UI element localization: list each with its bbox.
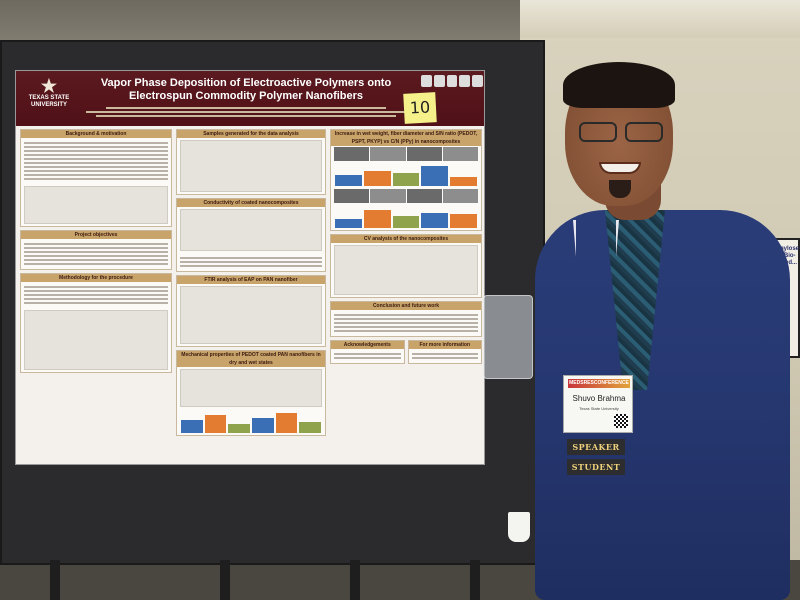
section-heading: Methodology for the procedure [21, 274, 171, 282]
poster-column-1: Background & motivation Project objectiv… [20, 129, 172, 376]
university-logo: ★ TEXAS STATE UNIVERSITY [24, 77, 74, 121]
section-methodology: Methodology for the procedure [20, 273, 172, 373]
section-mechanical: Mechanical properties of PEDOT coated PA… [176, 350, 326, 436]
poster-board-legs [30, 560, 510, 600]
section-objectives: Project objectives [20, 230, 172, 270]
research-poster: ★ TEXAS STATE UNIVERSITY Vapor Phase Dep… [15, 70, 485, 465]
name-badge: MEDSRESCONFERENCE Shuvo Brahma Texas Sta… [563, 375, 633, 487]
booth-number-note: 10 [403, 92, 437, 124]
university-logo-text: TEXAS STATE UNIVERSITY [28, 95, 70, 108]
paper-cup [508, 512, 530, 542]
section-conclusion: Conclusion and future work [330, 301, 482, 337]
poster-column-2: Samples generated for the data analysis … [176, 129, 326, 439]
qr-code-icon [614, 414, 628, 428]
section-heading: Mechanical properties of PEDOT coated PA… [177, 351, 325, 367]
section-ftir: FTIR analysis of EAP on PAN nanofiber [176, 275, 326, 347]
section-more-info: For more information [407, 340, 482, 364]
section-heading: Background & motivation [21, 130, 171, 138]
mechanical-bar-charts [177, 409, 325, 435]
section-heading: Project objectives [21, 231, 171, 239]
poster-title-line2: Electrospun Commodity Polymer Nanofibers [128, 90, 364, 102]
samples-flowchart [180, 140, 322, 192]
section-conductivity: Conductivity of coated nanocomposites [176, 198, 326, 272]
poster-title: Vapor Phase Deposition of Electroactive … [76, 77, 416, 103]
student-ribbon: STUDENT [567, 459, 625, 475]
methodology-diagram [24, 310, 168, 370]
glasses [573, 122, 669, 144]
section-heading: Conductivity of coated nanocomposites [177, 199, 325, 207]
section-acknowledgements: Acknowledgements [330, 340, 405, 364]
smile [599, 162, 641, 174]
section-background: Background & motivation [20, 129, 172, 227]
ftir-spectra [180, 286, 322, 344]
section-heading: Conclusion and future work [331, 302, 481, 310]
poster-header: ★ TEXAS STATE UNIVERSITY Vapor Phase Dep… [16, 71, 484, 126]
hair [563, 62, 675, 108]
poster-authors [76, 105, 416, 119]
goatee [609, 180, 631, 198]
section-increase: Increase in wet weight, fiber diameter a… [330, 129, 482, 231]
sem-images-row [331, 146, 481, 162]
section-cv: CV analysis of the nanocomposites [330, 234, 482, 298]
sponsor-logos [421, 75, 483, 87]
stress-strain-plot [180, 369, 322, 407]
badge-conference-logo: MEDSRESCONFERENCE [568, 379, 630, 388]
badge-card: MEDSRESCONFERENCE Shuvo Brahma Texas Sta… [563, 375, 633, 433]
plastic-bag [483, 295, 533, 379]
section-heading: Samples generated for the data analysis [177, 130, 325, 138]
ceiling-beam [520, 0, 800, 38]
badge-university: Texas State University [579, 406, 619, 411]
speaker-ribbon: SPEAKER [567, 439, 625, 455]
fiber-diameter-bars [331, 162, 481, 188]
badge-name: Shuvo Brahma [572, 394, 626, 403]
poster-title-line1: Vapor Phase Deposition of Electroactive … [100, 77, 392, 89]
weight-gain-bars [331, 204, 481, 230]
section-heading: FTIR analysis of EAP on PAN nanofiber [177, 276, 325, 284]
section-heading: CV analysis of the nanocomposites [331, 235, 481, 243]
sem-images-row [331, 188, 481, 204]
section-heading: For more information [408, 341, 481, 349]
section-heading: Acknowledgements [331, 341, 404, 349]
chemical-structures-figure [24, 186, 168, 224]
section-samples: Samples generated for the data analysis [176, 129, 326, 195]
poster-column-3: Increase in wet weight, fiber diameter a… [330, 129, 482, 367]
section-heading: Increase in wet weight, fiber diameter a… [331, 130, 481, 146]
star-icon: ★ [40, 76, 58, 96]
conductivity-plots [180, 209, 322, 251]
presenter [525, 60, 800, 600]
cv-plots [334, 245, 478, 295]
